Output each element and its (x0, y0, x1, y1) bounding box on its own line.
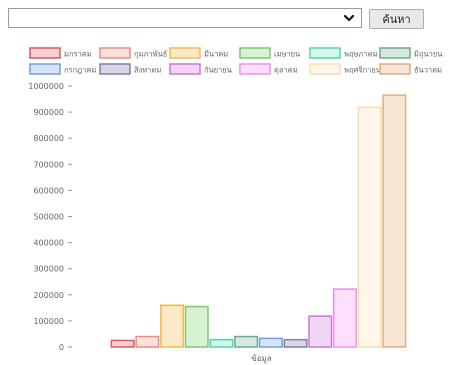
filter-select[interactable] (8, 8, 362, 28)
monthly-bar-chart: มกราคม กุมภาพันธ์ มีนาคม เมษายน พฤษภาคม มิถุน… (0, 38, 451, 365)
bar[interactable] (383, 95, 406, 347)
y-axis: 0 100000 200000 300000 400000 500000 600000 700… (28, 82, 72, 352)
y-tick-label: 100000 (33, 317, 64, 326)
y-tick-label: 600000 (33, 186, 64, 195)
legend-swatch[interactable] (170, 48, 200, 58)
legend-label[interactable]: กุมภาพันธ์ (134, 50, 167, 59)
legend-swatch[interactable] (30, 48, 60, 58)
legend-label[interactable]: ธันวาคม (414, 66, 442, 75)
legend-label[interactable]: สิงหาคม (134, 66, 162, 75)
legend-swatch[interactable] (310, 64, 340, 74)
legend-label[interactable]: พฤษภาคม (344, 50, 378, 59)
x-axis: ข้อมูล (251, 354, 272, 364)
legend-label[interactable]: มิถุนายน (414, 50, 442, 59)
y-tick-label: 400000 (33, 239, 64, 248)
chart-legend: มกราคม กุมภาพันธ์ มีนาคม เมษายน พฤษภาคม มิถุน… (30, 48, 442, 75)
y-tick-label: 300000 (33, 265, 64, 274)
legend-swatch[interactable] (380, 48, 410, 58)
legend-label[interactable]: กันยายน (204, 66, 232, 75)
bar[interactable] (309, 316, 332, 347)
bar[interactable] (334, 289, 357, 347)
bar[interactable] (284, 340, 307, 347)
legend-label[interactable]: เมษายน (274, 50, 300, 59)
legend-swatch[interactable] (30, 64, 60, 74)
bar[interactable] (111, 340, 133, 347)
legend-label[interactable]: มีนาคม (204, 50, 228, 59)
chevron-down-icon (343, 12, 355, 24)
x-category-label: ข้อมูล (251, 354, 272, 364)
legend-swatch[interactable] (100, 64, 130, 74)
legend-label[interactable]: พฤศจิกายน (344, 66, 381, 75)
y-tick-label: 1000000 (28, 82, 64, 91)
y-tick-label: 700000 (33, 160, 64, 169)
legend-swatch[interactable] (380, 64, 410, 74)
y-tick-label: 0 (59, 343, 64, 352)
legend-label[interactable]: ตุลาคม (274, 66, 298, 75)
legend-swatch[interactable] (100, 48, 130, 58)
legend-swatch[interactable] (240, 64, 270, 74)
legend-label[interactable]: กรกฎาคม (64, 66, 96, 75)
y-tick-label: 200000 (33, 291, 64, 300)
y-tick-label: 900000 (33, 108, 64, 117)
bar[interactable] (260, 338, 283, 347)
y-tick-label: 500000 (33, 213, 64, 222)
legend-swatch[interactable] (310, 48, 340, 58)
legend-label[interactable]: มกราคม (64, 50, 92, 59)
search-button[interactable]: ค้นหา (369, 9, 424, 29)
bar[interactable] (235, 337, 258, 347)
y-tick-label: 800000 (33, 134, 64, 143)
bar[interactable] (358, 107, 381, 347)
bar[interactable] (161, 305, 184, 347)
legend-swatch[interactable] (240, 48, 270, 58)
bar[interactable] (136, 337, 159, 347)
bar[interactable] (186, 307, 209, 347)
bar-series (111, 95, 405, 347)
legend-swatch[interactable] (170, 64, 200, 74)
bar[interactable] (210, 340, 233, 347)
